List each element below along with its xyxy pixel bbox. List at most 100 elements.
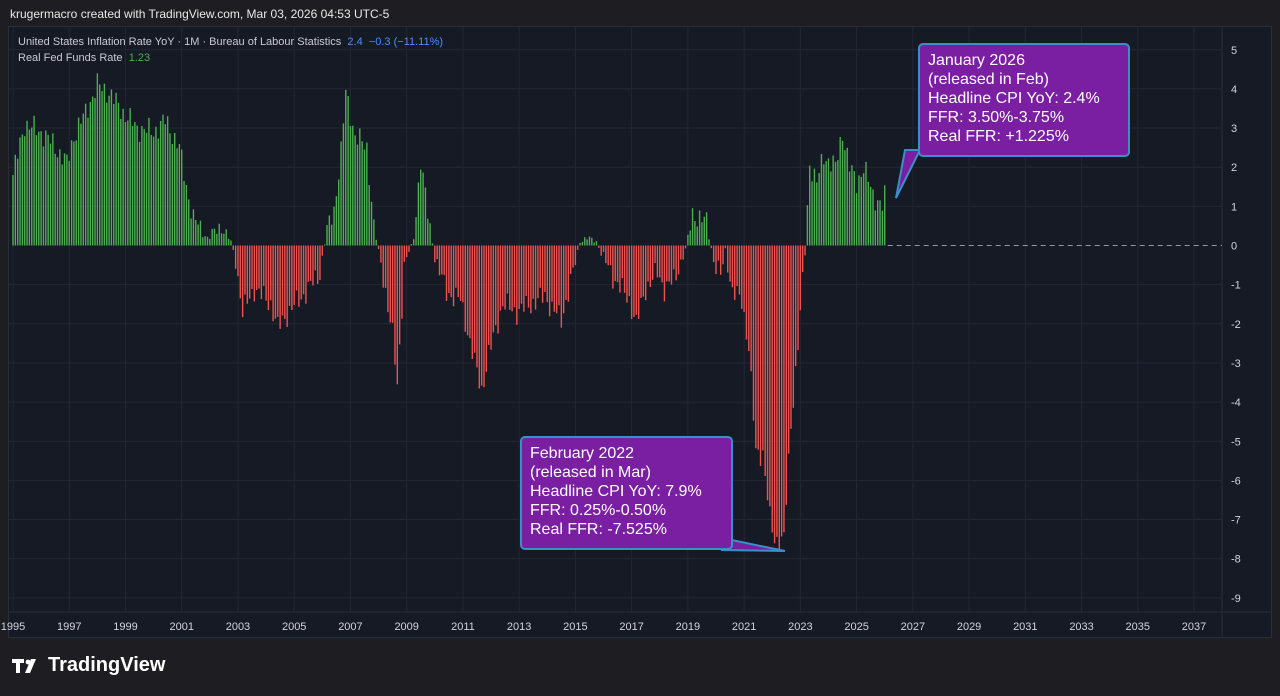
bar xyxy=(640,245,642,298)
bar xyxy=(729,245,731,282)
bar xyxy=(441,245,443,275)
bar xyxy=(94,98,96,246)
callout-feb2022-line-4: FFR: 0.25%-0.50% xyxy=(530,502,667,519)
bar xyxy=(752,245,755,421)
bar xyxy=(209,238,211,246)
bar xyxy=(792,245,795,408)
bar xyxy=(227,238,230,246)
bar xyxy=(115,92,117,246)
bar xyxy=(47,134,49,246)
bar xyxy=(377,245,380,250)
y-tick-label: 3 xyxy=(1231,123,1237,135)
legend-series1-change: −0.3 (−11.11%) xyxy=(368,36,444,48)
bar xyxy=(548,245,551,317)
bar xyxy=(391,245,394,323)
bar xyxy=(84,103,87,246)
bar xyxy=(652,245,654,280)
bar xyxy=(340,141,342,246)
bar xyxy=(626,245,628,303)
bar xyxy=(867,181,870,246)
bar xyxy=(558,245,560,306)
bar xyxy=(703,216,705,246)
bar xyxy=(342,123,345,246)
bar xyxy=(293,245,295,306)
bar xyxy=(530,245,532,314)
bar xyxy=(750,245,752,372)
bar xyxy=(195,219,197,246)
bar xyxy=(492,245,495,333)
bar xyxy=(169,133,171,246)
bar xyxy=(122,108,124,246)
bar xyxy=(162,114,164,246)
x-tick-label: 1999 xyxy=(113,621,137,633)
bar xyxy=(368,185,370,246)
bar xyxy=(466,245,469,336)
legend-row-real-ffr[interactable]: Real Fed Funds Rate 1.23 xyxy=(18,50,443,66)
bar xyxy=(80,123,82,246)
bar xyxy=(869,186,872,246)
bar xyxy=(279,245,281,329)
bar xyxy=(33,115,35,246)
bar xyxy=(605,245,607,264)
bar xyxy=(830,171,832,246)
bar xyxy=(431,243,434,246)
bar xyxy=(523,245,525,312)
bar xyxy=(455,245,457,288)
x-tick-label: 2015 xyxy=(563,621,587,633)
x-tick-label: 2019 xyxy=(676,621,700,633)
bar xyxy=(389,245,391,323)
bar xyxy=(220,233,223,246)
axes-group: 5 4 3 2 1 0 -1 -2 -3 -4 -5 -6 -7 -8 -9 1995 1997 1999 2001… xyxy=(1,27,1271,637)
bar xyxy=(401,245,403,319)
bar xyxy=(734,245,736,300)
y-tick-label: 1 xyxy=(1231,201,1237,213)
x-tick-label: 2007 xyxy=(338,621,362,633)
bar xyxy=(145,132,148,246)
bar xyxy=(106,102,108,246)
bar xyxy=(705,212,708,246)
bar xyxy=(413,239,415,246)
bar xyxy=(380,245,382,263)
bar xyxy=(872,189,874,246)
bar xyxy=(396,245,399,385)
bar xyxy=(773,245,776,544)
bar xyxy=(326,225,328,246)
bar xyxy=(398,245,401,345)
bar xyxy=(73,141,75,246)
x-tick-label: 1995 xyxy=(1,621,25,633)
x-tick-label: 2025 xyxy=(844,621,868,633)
tradingview-logo[interactable]: TradingView xyxy=(12,654,165,677)
y-tick-label: -6 xyxy=(1231,475,1241,487)
bar xyxy=(239,245,242,299)
bar xyxy=(687,234,689,246)
bar xyxy=(384,245,387,288)
bar xyxy=(858,175,860,246)
bar xyxy=(879,200,881,246)
bar xyxy=(274,245,277,319)
callout-jan2026[interactable]: January 2026 (released in Feb) Headline … xyxy=(918,43,1130,157)
callout-jan2026-line-4: FFR: 3.50%-3.75% xyxy=(928,109,1065,126)
bar xyxy=(551,245,553,302)
x-tick-label: 2029 xyxy=(957,621,981,633)
bar xyxy=(827,158,830,246)
bar xyxy=(816,182,818,246)
bar xyxy=(54,153,56,246)
bar xyxy=(108,95,110,246)
bar xyxy=(124,122,127,246)
bar xyxy=(302,245,305,295)
bar xyxy=(457,245,459,298)
bar xyxy=(309,245,312,281)
bar xyxy=(445,245,448,301)
y-tick-label: -3 xyxy=(1231,358,1241,370)
bar xyxy=(436,245,438,260)
legend-row-inflation[interactable]: United States Inflation Rate YoY · 1M · … xyxy=(18,34,443,50)
bar xyxy=(841,140,844,246)
bar xyxy=(424,187,427,246)
bar xyxy=(253,245,256,302)
x-tick-label: 2037 xyxy=(1182,621,1206,633)
bar xyxy=(141,126,143,246)
bar xyxy=(176,148,178,246)
callout-feb2022[interactable]: February 2022 (released in Mar) Headline… xyxy=(520,436,733,550)
bar xyxy=(844,150,846,246)
